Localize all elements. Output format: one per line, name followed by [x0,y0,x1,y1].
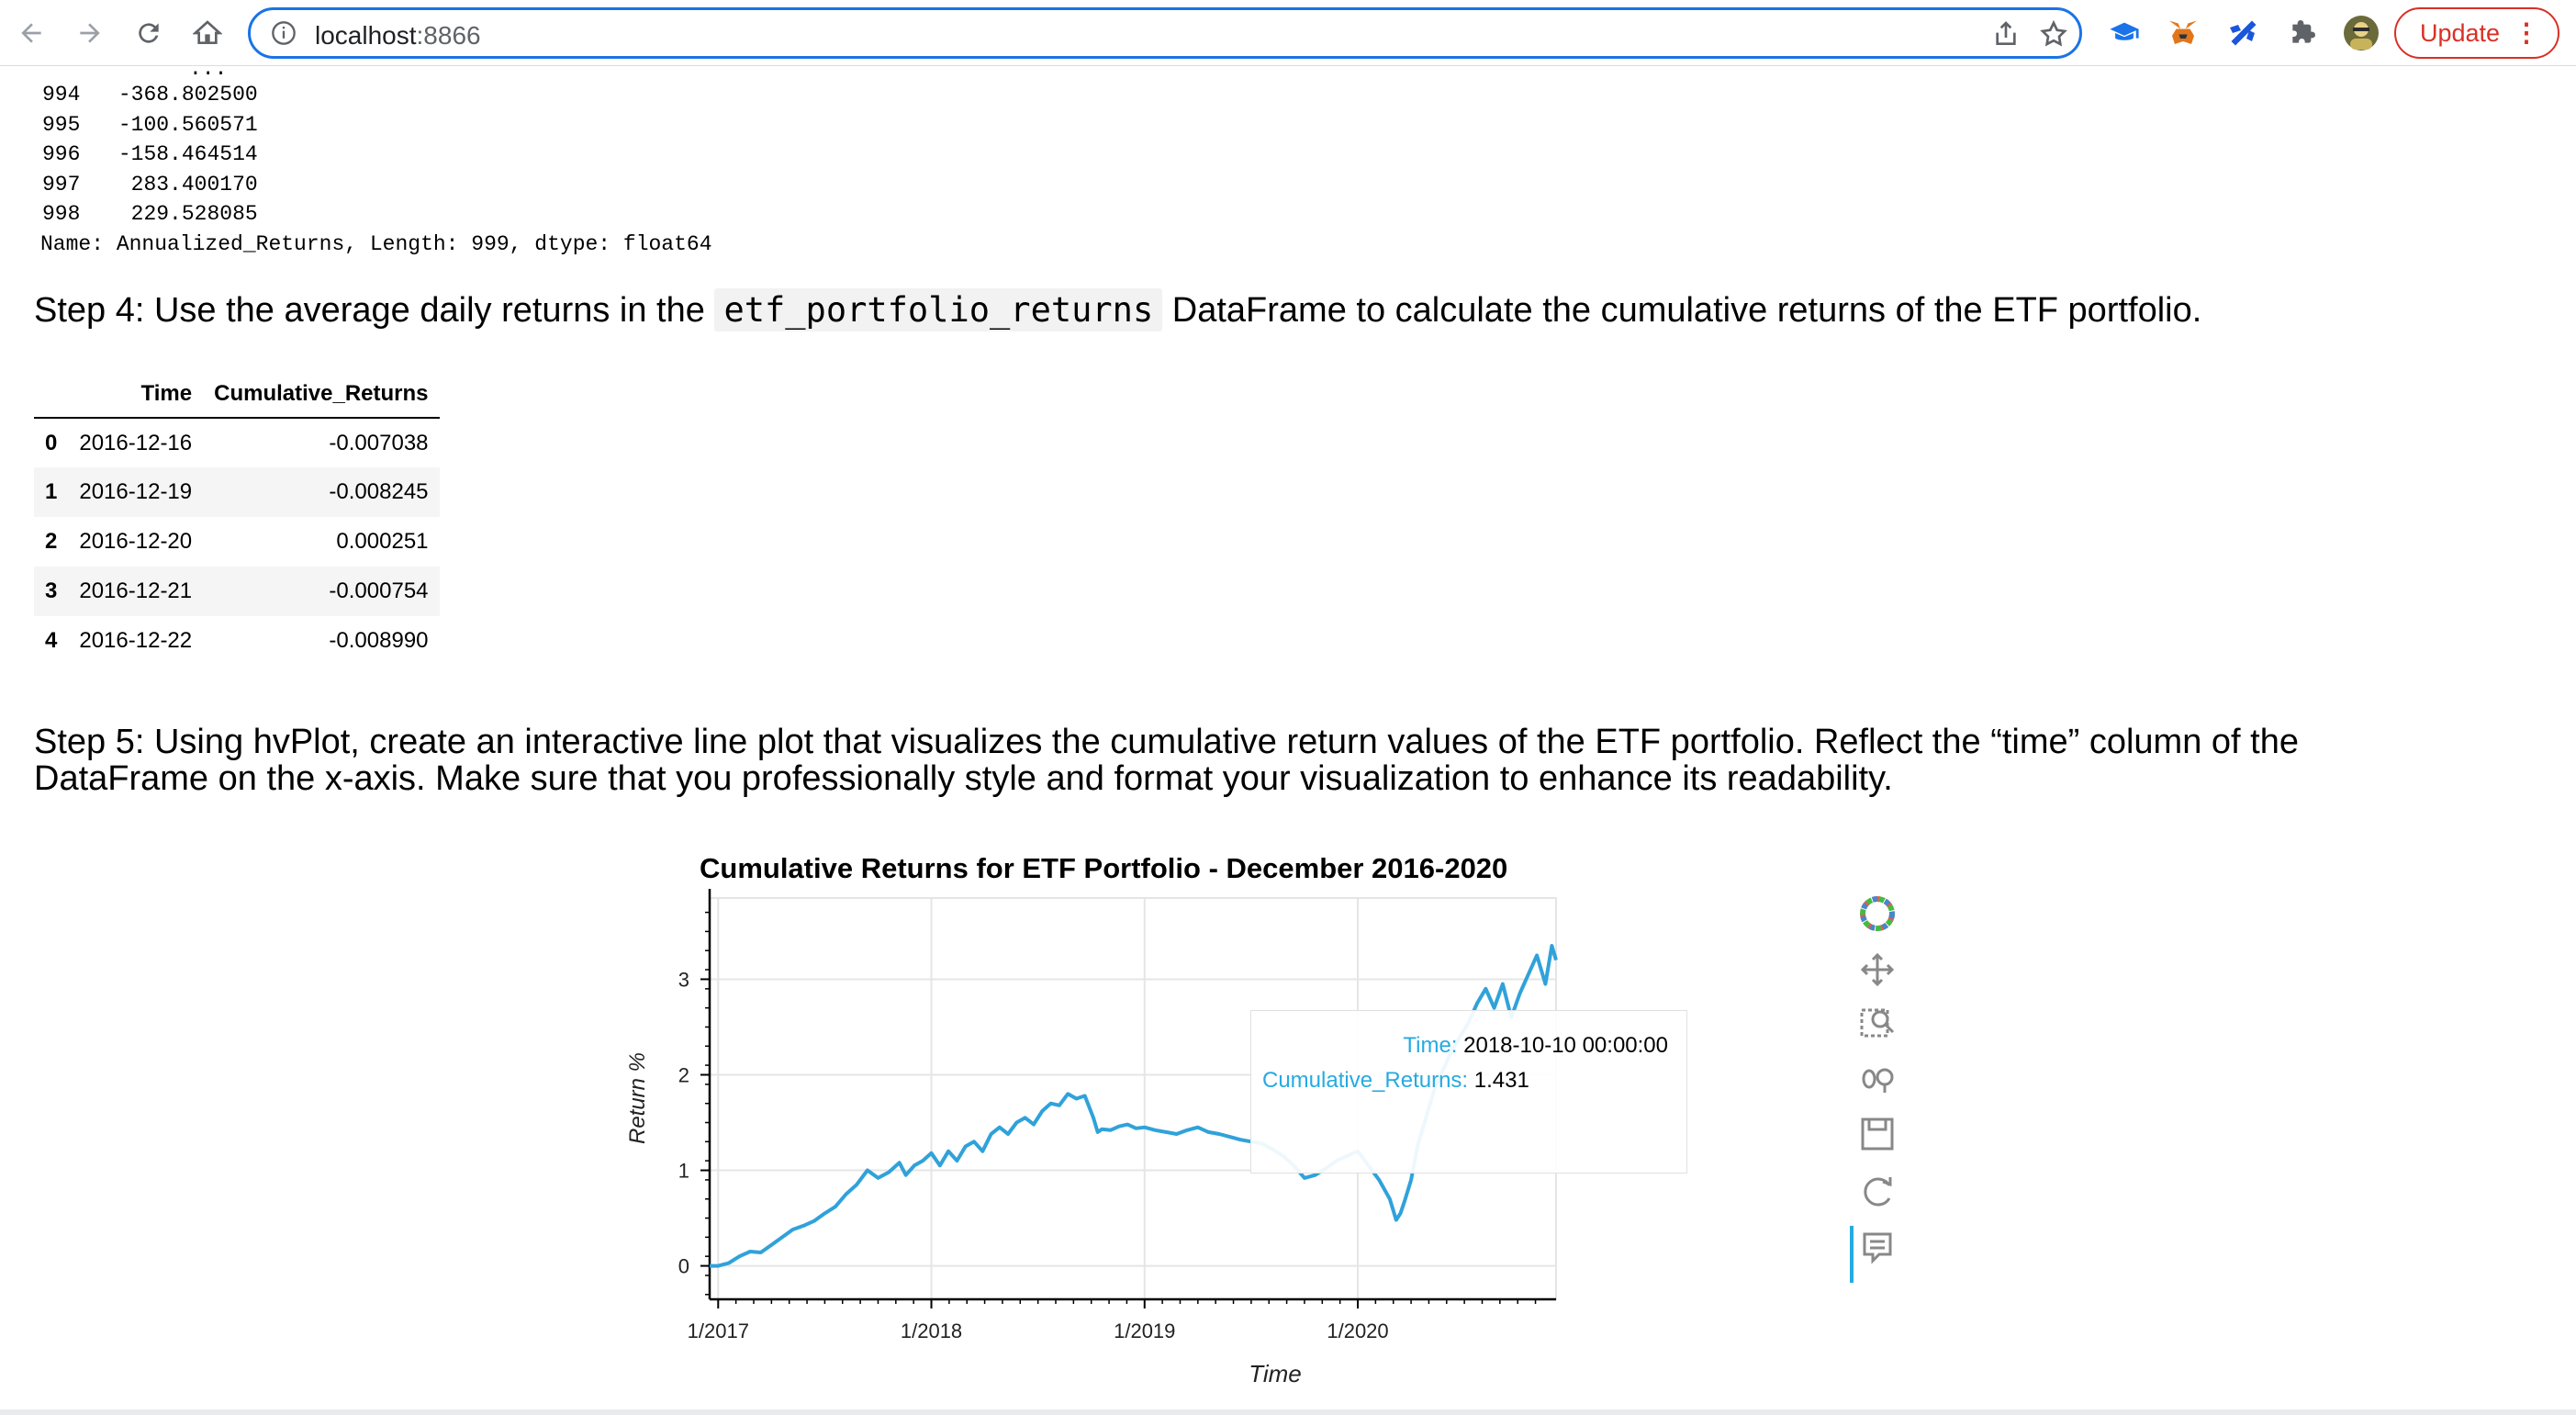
address-bar[interactable]: localhost:8866 [248,7,2082,59]
y-tick-label: 2 [678,1063,689,1086]
graduation-cap-icon [2110,22,2139,40]
series-row: 994 -368.802500 [42,83,258,107]
bokeh-logo-icon[interactable] [1860,896,1895,931]
profile-button[interactable] [2343,15,2380,51]
reload-button[interactable] [129,13,169,53]
chart-canvas[interactable]: Cumulative Returns for ETF Portfolio - D… [624,774,1910,1408]
row-index: 4 [45,628,58,653]
inline-code: etf_portfolio_returns [714,288,1163,331]
cell-time: 2016-12-22 [79,628,193,653]
hover-tooltip: Time: 2018-10-10 00:00:00 Cumulative_Ret… [1250,1010,1687,1174]
y-axis-label: Return % [625,1052,650,1144]
row-index: 1 [45,479,58,504]
table-header-row: Time Cumulative_Returns [34,370,440,419]
x-tick-label: 1/2019 [1114,1320,1175,1342]
series-output: ... 994 -368.802500 995 -100.560571 996 … [40,67,712,259]
y-tick-label: 0 [678,1255,689,1278]
url-text: localhost:8866 [315,21,481,51]
extension-blue[interactable] [2225,15,2262,51]
series-ellipsis: ... [189,67,228,80]
hover-tool-icon[interactable] [1863,1232,1892,1264]
avatar [2344,16,2379,51]
forward-button[interactable] [70,13,110,53]
x-tick-label: 1/2017 [688,1320,749,1342]
column-header-time: Time [68,370,204,419]
series-footer: Name: Annualized_Returns, Length: 999, d… [40,231,712,256]
extension-metamask[interactable] [2165,15,2201,51]
x-axis-label: Time [1249,1360,1302,1387]
puzzle-icon [2292,20,2315,43]
back-button[interactable] [11,13,51,53]
fox-icon [2169,20,2197,44]
table-row: 0 2016-12-16 -0.007038 [34,418,440,467]
hover-active-marker [1850,1226,1854,1283]
cell-time: 2016-12-16 [79,430,193,455]
y-tick-label: 1 [678,1160,689,1183]
pan-tool-icon[interactable] [1860,952,1895,987]
table-row: 4 2016-12-22 -0.008990 [34,616,440,666]
x-tick-label: 1/2020 [1327,1320,1388,1342]
plot-toolbar [1850,896,1895,1283]
table-row: 2 2016-12-20 0.000251 [34,517,440,567]
url-host: localhost [315,21,417,50]
home-icon [193,20,222,44]
back-arrow-icon [21,23,41,43]
tooltip-time-row: Time: 2018-10-10 00:00:00 [1403,1033,1668,1058]
home-button[interactable] [187,13,228,53]
cell-value: 0.000251 [336,529,429,554]
cell-value: -0.007038 [329,430,429,455]
bookmark-star-icon[interactable] [2039,19,2068,49]
step4-heading: Step 4: Use the average daily returns in… [34,288,2202,331]
wheel-zoom-tool-icon[interactable] [1862,1068,1894,1093]
y-tick-label: 3 [678,968,689,991]
satellite-icon [2230,20,2257,46]
notebook-output-area: ... 994 -368.802500 995 -100.560571 996 … [0,67,2576,1415]
extension-graduation-cap[interactable] [2106,15,2143,51]
column-header-cumulative-returns: Cumulative_Returns [203,370,440,419]
table-row: 1 2016-12-19 -0.008245 [34,467,440,517]
share-icon[interactable] [1991,19,2021,49]
table-row: 3 2016-12-21 -0.000754 [34,567,440,616]
index-header [34,370,69,419]
chart-tick-labels: 0 1 2 3 1/2017 1/2018 1/2019 1/2020 [678,968,1389,1342]
cell-time: 2016-12-21 [79,578,193,603]
series-row: 998 229.528085 [42,202,258,226]
series-row: 995 -100.560571 [42,112,258,137]
site-info-icon[interactable] [271,20,297,46]
reset-tool-icon[interactable] [1864,1177,1892,1207]
page-bottom-edge [0,1409,2576,1415]
tooltip-returns-row: Cumulative_Returns: 1.431 [1262,1068,1529,1093]
row-index: 0 [45,430,58,455]
chart-axes [700,889,1556,1308]
update-button[interactable]: Update ⋮ [2394,7,2559,59]
cell-value: -0.008245 [329,479,429,504]
cell-value: -0.000754 [329,578,429,603]
cell-value: -0.008990 [329,628,429,653]
update-label: Update [2420,18,2501,47]
extensions-menu-button[interactable] [2284,15,2321,51]
dataframe-table: Time Cumulative_Returns 0 2016-12-16 -0.00… [34,370,440,666]
box-zoom-tool-icon[interactable] [1860,1008,1895,1038]
row-index: 2 [45,529,58,554]
menu-dots-icon[interactable]: ⋮ [2514,18,2539,47]
browser-toolbar: localhost:8866 Update ⋮ [0,0,2576,66]
cell-time: 2016-12-19 [79,479,193,504]
save-tool-icon[interactable] [1861,1117,1894,1151]
x-tick-label: 1/2018 [901,1320,962,1342]
url-port: :8866 [416,21,481,50]
reload-icon [139,23,159,43]
forward-arrow-icon [80,23,100,43]
chart-title: Cumulative Returns for ETF Portfolio - D… [700,852,1507,884]
cumulative-returns-plot: Cumulative Returns for ETF Portfolio - D… [624,774,1910,1408]
cell-time: 2016-12-20 [79,529,193,554]
step5-heading: Step 5: Using hvPlot, create an interact… [34,723,2299,798]
series-row: 996 -158.464514 [42,142,258,166]
series-row: 997 283.400170 [42,172,258,197]
row-index: 3 [45,578,58,603]
